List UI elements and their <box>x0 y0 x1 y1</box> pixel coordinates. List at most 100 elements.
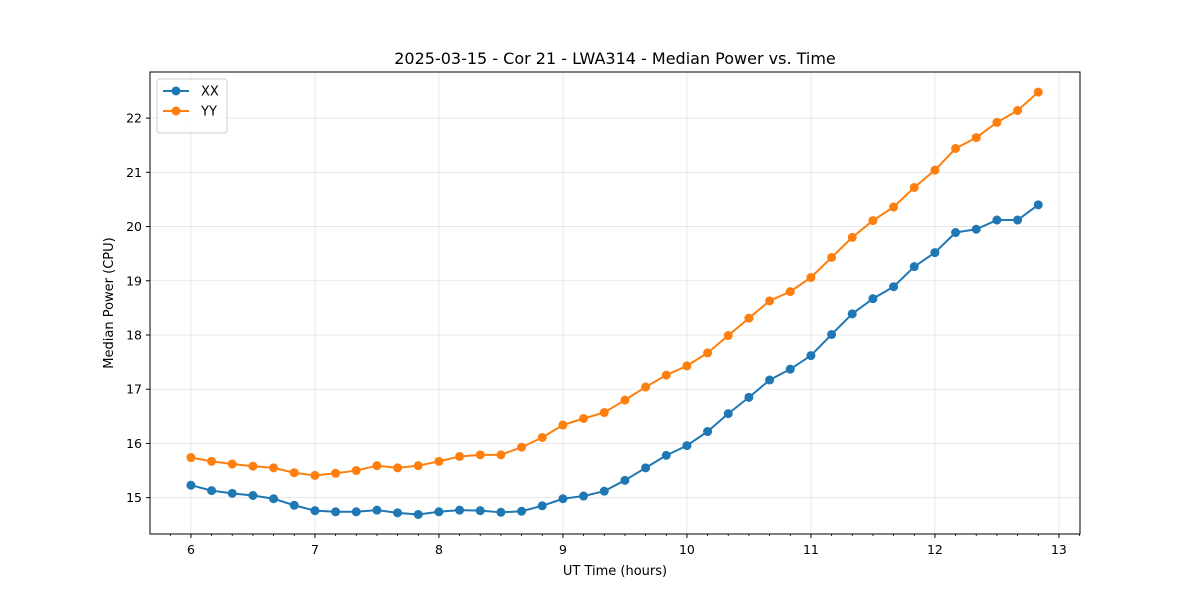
data-point-yy <box>289 468 299 478</box>
data-point-yy <box>827 252 837 262</box>
y-tick-label: 17 <box>126 382 142 397</box>
data-point-yy <box>393 463 403 473</box>
data-point-xx <box>1033 200 1043 210</box>
series-layer <box>186 87 1043 519</box>
data-point-xx <box>682 441 692 451</box>
legend-label-yy: YY <box>200 105 217 120</box>
data-point-yy <box>558 420 568 430</box>
data-point-yy <box>517 442 527 452</box>
data-point-xx <box>992 215 1002 225</box>
data-point-xx <box>186 480 196 490</box>
data-point-xx <box>847 309 857 319</box>
data-point-yy <box>971 133 981 143</box>
data-point-xx <box>310 506 320 516</box>
data-point-yy <box>1033 87 1043 97</box>
data-point-yy <box>765 296 775 306</box>
data-point-xx <box>599 486 609 496</box>
data-point-yy <box>186 453 196 463</box>
data-point-xx <box>1013 215 1023 225</box>
x-tick-label: 9 <box>559 542 567 557</box>
data-point-yy <box>413 461 423 471</box>
legend-marker-xx <box>171 86 181 96</box>
x-tick-label: 7 <box>311 542 319 557</box>
data-point-yy <box>331 468 341 478</box>
grid-layer <box>150 72 1080 534</box>
data-point-yy <box>1013 106 1023 115</box>
data-point-yy <box>475 450 485 460</box>
y-tick-label: 15 <box>126 490 142 505</box>
data-point-yy <box>661 370 671 380</box>
data-point-yy <box>868 216 878 226</box>
data-point-yy <box>310 470 320 480</box>
data-point-xx <box>351 507 361 517</box>
data-point-yy <box>806 273 816 283</box>
data-point-xx <box>579 491 589 501</box>
data-point-xx <box>951 228 961 238</box>
legend: XX YY <box>156 78 228 134</box>
data-point-xx <box>785 364 795 374</box>
data-point-yy <box>496 450 506 460</box>
axes-layer: 6 7 8 9 10 11 12 13 15 16 17 18 19 20 21 22 <box>126 111 1080 557</box>
data-point-yy <box>744 313 754 323</box>
data-point-xx <box>703 427 713 437</box>
data-point-xx <box>331 507 341 517</box>
y-tick-label: 22 <box>126 111 142 126</box>
data-point-yy <box>889 202 899 212</box>
data-point-yy <box>248 461 258 471</box>
data-point-yy <box>372 461 382 471</box>
data-point-xx <box>248 491 258 500</box>
data-point-xx <box>413 509 423 519</box>
data-point-xx <box>393 508 403 518</box>
data-point-xx <box>971 224 981 234</box>
legend-marker-yy <box>171 106 181 116</box>
data-point-yy <box>269 463 279 473</box>
data-point-xx <box>909 262 919 272</box>
data-point-yy <box>537 432 547 442</box>
data-point-xx <box>455 505 465 515</box>
data-point-yy <box>992 117 1002 127</box>
data-point-yy <box>455 451 465 461</box>
data-point-yy <box>723 331 733 341</box>
legend-label-xx: XX <box>201 85 219 100</box>
data-point-xx <box>372 505 382 515</box>
data-point-yy <box>351 466 361 476</box>
data-point-xx <box>434 507 444 517</box>
plot-frame <box>149 71 1081 535</box>
data-point-xx <box>765 375 775 385</box>
y-tick-label: 18 <box>126 327 142 342</box>
x-tick-label: 13 <box>1051 542 1067 557</box>
x-axis-label: UT Time (hours) <box>563 564 667 579</box>
y-tick-label: 19 <box>126 273 142 288</box>
data-point-yy <box>207 456 217 466</box>
data-point-yy <box>579 414 589 423</box>
data-point-xx <box>475 506 485 516</box>
y-tick-label: 16 <box>126 436 142 451</box>
data-point-xx <box>537 501 547 511</box>
y-axis-label: Median Power (CPU) <box>102 237 117 368</box>
data-point-xx <box>868 294 878 304</box>
data-point-xx <box>744 392 754 402</box>
data-point-yy <box>599 408 609 418</box>
data-point-xx <box>641 463 651 473</box>
data-point-yy <box>930 165 940 175</box>
x-tick-label: 11 <box>803 542 819 557</box>
chart-title: 2025-03-15 - Cor 21 - LWA314 - Median Po… <box>394 49 836 68</box>
data-point-xx <box>207 486 217 496</box>
data-point-xx <box>930 248 940 258</box>
data-point-xx <box>723 409 733 419</box>
data-point-xx <box>289 500 299 510</box>
x-tick-label: 6 <box>187 542 195 557</box>
x-tick-label: 12 <box>927 542 943 557</box>
data-point-yy <box>703 348 713 358</box>
data-point-yy <box>641 382 651 392</box>
x-tick-label: 10 <box>679 542 695 557</box>
data-point-xx <box>806 351 816 361</box>
data-point-xx <box>889 282 899 292</box>
data-point-xx <box>620 475 630 485</box>
data-point-yy <box>785 287 795 297</box>
data-point-yy <box>847 232 857 242</box>
data-point-yy <box>227 459 237 469</box>
data-point-xx <box>269 494 279 504</box>
data-point-xx <box>227 488 237 498</box>
